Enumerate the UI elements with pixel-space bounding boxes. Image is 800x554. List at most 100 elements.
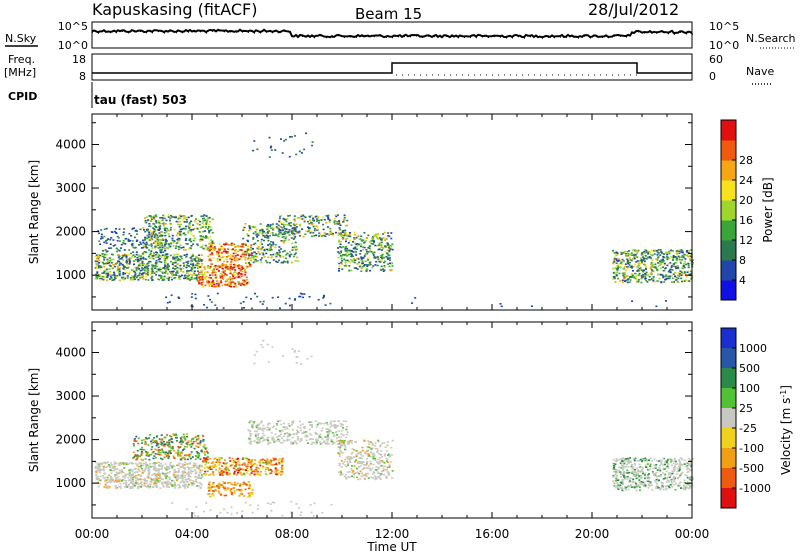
range-gate-cell — [246, 232, 249, 235]
range-gate-cell — [327, 437, 330, 439]
range-gate-cell — [263, 235, 266, 237]
range-gate-cell — [269, 248, 272, 250]
range-gate-cell — [156, 246, 159, 248]
range-gate-cell — [193, 272, 196, 274]
range-gate-cell — [165, 259, 168, 261]
range-gate-cell — [328, 443, 331, 445]
range-gate-cell — [177, 455, 180, 457]
range-gate-cell — [159, 248, 162, 251]
colorbar-swatch — [721, 140, 736, 161]
range-gate-cell — [269, 442, 272, 444]
range-gate-cell — [179, 453, 182, 455]
range-gate-cell — [148, 232, 151, 235]
range-gate-cell — [154, 225, 156, 227]
range-gate-cell — [655, 258, 658, 260]
range-gate-cell — [299, 438, 302, 440]
range-gate-cell — [249, 443, 252, 445]
range-gate-cell — [613, 259, 616, 261]
range-gate-cell — [236, 259, 239, 262]
range-gate-cell — [106, 279, 109, 281]
range-gate-cell — [279, 233, 282, 235]
range-gate-cell — [339, 443, 342, 446]
range-gate-cell — [240, 489, 243, 491]
range-gate-cell — [230, 285, 233, 288]
range-gate-cell — [152, 478, 155, 480]
range-gate-cell — [239, 302, 242, 305]
range-gate-cell — [131, 478, 134, 481]
range-gate-cell — [383, 453, 386, 455]
range-gate-cell — [173, 484, 176, 486]
range-gate-cell — [237, 267, 240, 270]
range-gate-cell — [302, 296, 305, 299]
range-gate-cell — [137, 254, 140, 256]
range-gate-cell — [622, 251, 625, 253]
range-gate-cell — [189, 279, 191, 281]
range-gate-cell — [250, 461, 253, 463]
range-gate-cell — [352, 247, 355, 250]
range-gate-cell — [110, 472, 113, 474]
range-gate-cell — [254, 255, 257, 258]
range-gate-cell — [135, 474, 138, 477]
range-gate-cell — [105, 272, 108, 275]
range-gate-cell — [178, 238, 181, 240]
range-gate-cell — [298, 150, 301, 153]
range-gate-cell — [159, 250, 162, 253]
range-gate-cell — [386, 460, 388, 463]
range-gate-cell — [121, 256, 124, 259]
range-gate-cell — [291, 422, 294, 424]
range-gate-cell — [132, 457, 135, 459]
range-gate-cell — [140, 262, 142, 265]
range-gate-cell — [367, 247, 370, 249]
range-gate-cell — [190, 263, 193, 266]
range-gate-cell — [166, 481, 168, 484]
range-gate-cell — [163, 259, 166, 262]
range-gate-cell — [147, 486, 150, 489]
range-gate-cell — [242, 253, 245, 255]
range-gate-cell — [96, 277, 99, 279]
range-gate-cell — [659, 262, 661, 264]
range-gate-cell — [239, 472, 242, 474]
range-gate-cell — [244, 457, 247, 460]
range-gate-cell — [116, 269, 119, 272]
range-gate-cell — [237, 469, 240, 472]
range-gate-cell — [371, 238, 374, 241]
range-gate-cell — [230, 248, 233, 251]
range-gate-cell — [176, 479, 178, 481]
range-gate-cell — [301, 218, 304, 220]
range-gate-cell — [361, 468, 364, 471]
range-gate-cell — [186, 443, 189, 446]
range-gate-cell — [153, 466, 156, 468]
range-gate-cell — [348, 457, 351, 460]
range-gate-cell — [617, 277, 620, 280]
range-gate-cell — [226, 268, 229, 270]
range-gate-cell — [158, 222, 161, 225]
range-gate-cell — [362, 239, 365, 241]
range-gate-cell — [282, 236, 285, 238]
range-gate-cell — [175, 220, 178, 223]
range-gate-cell — [104, 249, 107, 251]
range-gate-cell — [203, 236, 206, 239]
range-gate-cell — [270, 472, 273, 474]
range-gate-cell — [391, 248, 394, 251]
range-gate-cell — [348, 265, 351, 267]
range-gate-cell — [260, 261, 263, 264]
range-gate-cell — [190, 233, 193, 236]
range-gate-cell — [118, 274, 121, 277]
range-gate-cell — [384, 260, 387, 263]
range-gate-cell — [376, 245, 379, 247]
range-gate-cell — [348, 459, 351, 462]
range-gate-cell — [167, 265, 170, 267]
range-gate-cell — [196, 438, 199, 441]
range-gate-cell — [157, 443, 160, 446]
range-gate-cell — [159, 462, 162, 465]
range-gate-cell — [130, 252, 132, 255]
range-gate-cell — [662, 266, 664, 268]
range-gate-cell — [615, 275, 618, 278]
range-gate-cell — [341, 237, 344, 239]
range-gate-cell — [670, 256, 673, 259]
range-gate-cell — [171, 484, 174, 486]
range-gate-cell — [150, 442, 153, 445]
range-gate-cell — [211, 241, 214, 244]
range-gate-cell — [149, 229, 152, 232]
range-gate-cell — [278, 246, 281, 248]
